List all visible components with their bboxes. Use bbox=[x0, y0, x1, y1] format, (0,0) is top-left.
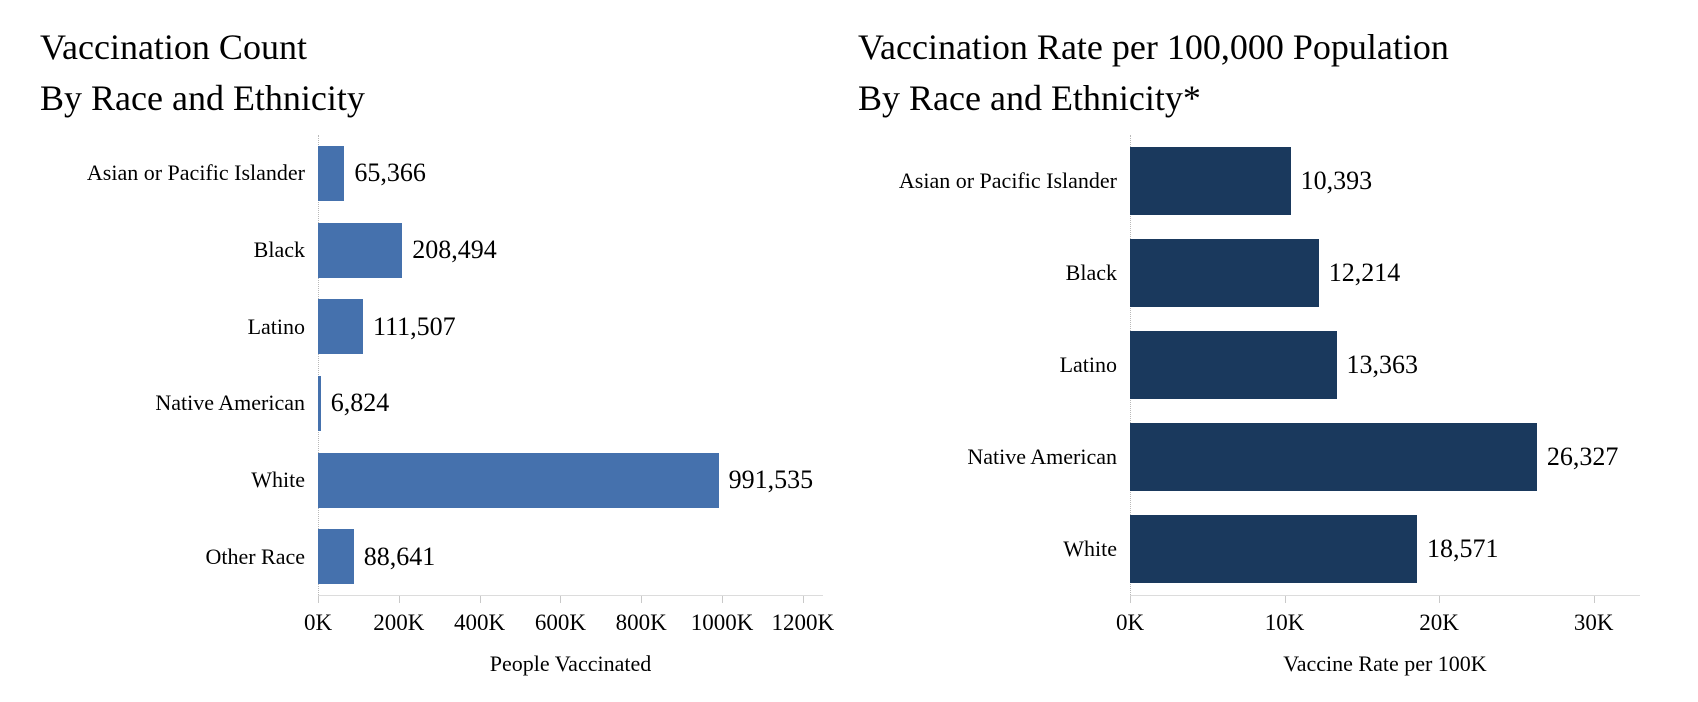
vaccination-rate-chart: Asian or Pacific Islander 10,393 Black 12,2… bbox=[850, 135, 1640, 676]
axis-tick bbox=[398, 596, 400, 603]
bar bbox=[1130, 239, 1319, 307]
bar-row: Other Race 88,641 bbox=[40, 518, 823, 595]
category-label: Native American bbox=[967, 444, 1117, 469]
right-chart-title-line2: By Race and Ethnicity* bbox=[858, 78, 1201, 119]
bar-zone: 13,363 bbox=[1130, 319, 1640, 411]
bars-area: Asian or Pacific Islander 10,393 Black 12,2… bbox=[850, 135, 1640, 595]
value-label: 13,363 bbox=[1346, 350, 1419, 379]
bar bbox=[318, 375, 321, 431]
bar-row: Latino 111,507 bbox=[40, 288, 823, 365]
left-chart-title-line2: By Race and Ethnicity bbox=[40, 78, 365, 119]
axis-tick-label: 1000K bbox=[690, 610, 754, 635]
axis-tick bbox=[560, 596, 562, 603]
category-label: Asian or Pacific Islander bbox=[86, 160, 305, 186]
category-label: White bbox=[1063, 536, 1117, 561]
bar-zone: 88,641 bbox=[318, 518, 823, 595]
value-label: 88,641 bbox=[363, 541, 436, 571]
left-chart-title-line1: Vaccination Count bbox=[40, 27, 307, 67]
bar-zone: 208,494 bbox=[318, 212, 823, 289]
value-label: 65,366 bbox=[354, 158, 426, 188]
axis-tick bbox=[802, 596, 804, 603]
bar bbox=[1130, 331, 1337, 399]
right-chart-title: Vaccination Rate per 100,000 Population … bbox=[858, 22, 1449, 124]
bar-row: Black 208,494 bbox=[40, 212, 823, 289]
axis-tick bbox=[318, 596, 319, 603]
bar-row: Native American 26,327 bbox=[850, 411, 1640, 503]
vaccination-count-chart: Asian or Pacific Islander 65,366 Black 208,… bbox=[40, 135, 834, 676]
value-label: 26,327 bbox=[1546, 442, 1619, 471]
x-axis-title: People Vaccinated bbox=[489, 651, 652, 676]
bar-zone: 26,327 bbox=[1130, 411, 1640, 503]
right-chart-title-line1: Vaccination Rate per 100,000 Population bbox=[858, 27, 1449, 67]
bars-area: Asian or Pacific Islander 65,366 Black 208,… bbox=[40, 135, 823, 595]
value-label: 18,571 bbox=[1427, 534, 1499, 563]
axis-tick bbox=[722, 596, 723, 603]
axis-tick-label: 0K bbox=[1115, 610, 1145, 635]
category-label: Other Race bbox=[205, 543, 305, 569]
value-label: 208,494 bbox=[412, 235, 497, 264]
axis-tick bbox=[1593, 596, 1595, 603]
bar-row: Asian or Pacific Islander 10,393 bbox=[850, 135, 1640, 227]
bar-row: Asian or Pacific Islander 65,366 bbox=[40, 135, 823, 212]
category-label: Black bbox=[253, 237, 305, 262]
zero-baseline bbox=[318, 135, 319, 595]
x-axis: 0K 200K 400K 600K 800K 1000K 1200K bbox=[304, 595, 834, 635]
category-label: Latino bbox=[247, 313, 305, 339]
bar-zone: 18,571 bbox=[1130, 503, 1640, 595]
bar-zone: 6,824 bbox=[318, 365, 823, 442]
axis-tick-label: 1200K bbox=[771, 610, 835, 635]
bar-zone: 111,507 bbox=[318, 288, 823, 365]
bar-row: White 18,571 bbox=[850, 503, 1640, 595]
left-chart-title: Vaccination Count By Race and Ethnicity bbox=[40, 22, 365, 124]
category-label: Asian or Pacific Islander bbox=[898, 168, 1117, 193]
bar-zone: 12,214 bbox=[1130, 227, 1640, 319]
category-label: Latino bbox=[1059, 352, 1117, 377]
bar-row: Black 12,214 bbox=[850, 227, 1640, 319]
category-label: Native American bbox=[155, 390, 305, 416]
bar-row: White 991,535 bbox=[40, 442, 823, 519]
bar-zone: 10,393 bbox=[1130, 135, 1640, 227]
value-label: 111,507 bbox=[373, 311, 456, 341]
bar bbox=[1130, 147, 1291, 215]
axis-tick bbox=[1284, 596, 1286, 603]
bar bbox=[1130, 515, 1417, 583]
value-label: 6,824 bbox=[330, 388, 390, 418]
axis-tick bbox=[1130, 596, 1131, 603]
axis-tick bbox=[479, 596, 481, 603]
axis-tick-label: 10K bbox=[1264, 610, 1305, 635]
value-label: 991,535 bbox=[728, 465, 814, 495]
bar-row: Latino 13,363 bbox=[850, 319, 1640, 411]
bar bbox=[318, 529, 354, 585]
axis-tick-label: 400K bbox=[454, 610, 506, 635]
bar bbox=[318, 452, 719, 508]
x-axis-title: Vaccine Rate per 100K bbox=[1283, 651, 1487, 676]
axis-tick-label: 20K bbox=[1419, 610, 1459, 635]
x-axis: 0K 10K 20K 30K bbox=[1116, 595, 1640, 635]
bar-zone: 65,366 bbox=[318, 135, 823, 212]
axis-tick-label: 600K bbox=[534, 610, 586, 635]
axis-tick bbox=[1439, 596, 1441, 603]
bar bbox=[1130, 423, 1537, 491]
axis-tick-label: 800K bbox=[615, 610, 667, 635]
axis-tick-label: 30K bbox=[1573, 610, 1614, 635]
bar-zone: 991,535 bbox=[318, 442, 823, 519]
bar bbox=[318, 145, 345, 201]
axis-tick bbox=[641, 596, 643, 603]
value-label: 12,214 bbox=[1328, 258, 1401, 287]
category-label: Black bbox=[1065, 260, 1117, 285]
bar-row: Native American 6,824 bbox=[40, 365, 823, 442]
bar bbox=[318, 299, 364, 355]
axis-tick-label: 0K bbox=[303, 610, 333, 635]
value-label: 10,393 bbox=[1300, 166, 1373, 195]
bar bbox=[318, 222, 403, 278]
axis-tick-label: 200K bbox=[373, 610, 425, 635]
category-label: White bbox=[251, 467, 305, 493]
